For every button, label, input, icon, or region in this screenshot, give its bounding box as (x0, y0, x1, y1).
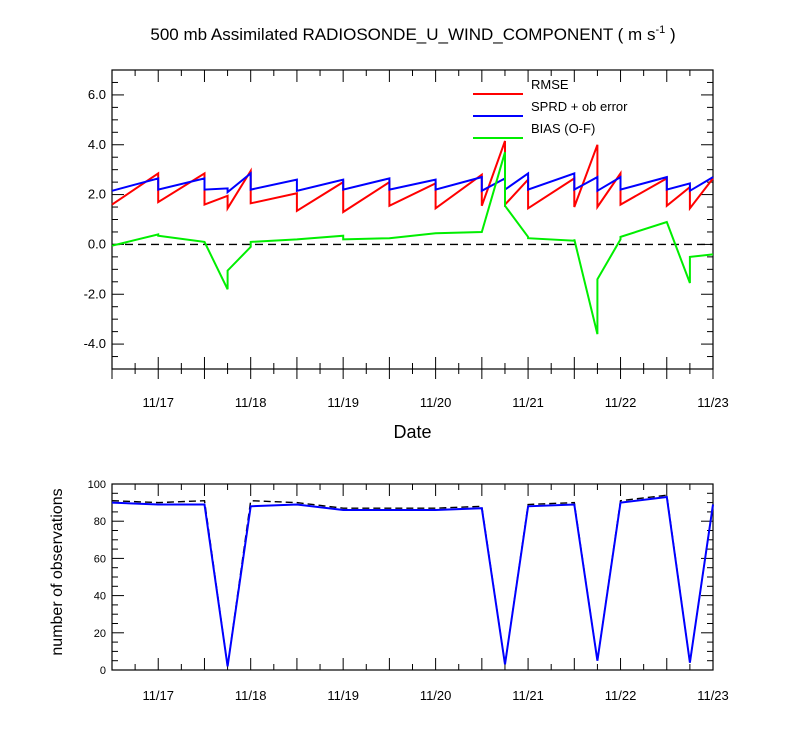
plot-frame (111, 483, 714, 671)
bottom-chart: 11/17 11/18 11/19 11/20 11/21 11/22 11/23 0 20 40… (49, 479, 729, 703)
series-line-possible-observations (111, 494, 714, 667)
x-tick-label: 11/21 (512, 395, 544, 410)
y-tick-label: 0.0 (88, 236, 106, 251)
y-tick-label: -2.0 (84, 286, 106, 301)
figure-title-superscript: -1 (655, 24, 665, 36)
y-tick-label: 2.0 (88, 187, 106, 202)
x-tick-label: 11/20 (420, 688, 452, 703)
x-axis-label: Date (393, 422, 431, 442)
series-line-bias-o-f- (111, 151, 714, 335)
x-tick-label: 11/17 (142, 395, 174, 410)
figure-title-text: 500 mb Assimilated RADIOSONDE_U_WIND_COM… (150, 25, 655, 44)
y-tick-label: 100 (88, 479, 106, 491)
x-tick-label: 11/23 (697, 395, 729, 410)
x-tick-label: 11/19 (327, 688, 359, 703)
series-line-sprd-ob-error (111, 171, 714, 195)
figure-title: 500 mb Assimilated RADIOSONDE_U_WIND_COM… (150, 24, 675, 44)
x-tick-label: 11/17 (142, 688, 174, 703)
top-chart: 11/17 11/18 11/19 11/20 11/21 11/22 11/23 -4.0 -… (84, 69, 729, 442)
x-tick-label: 11/18 (235, 395, 267, 410)
x-tick-label: 11/21 (512, 688, 544, 703)
legend-label: BIAS (O-F) (531, 121, 595, 136)
y-tick-label: 40 (94, 591, 106, 603)
y-axis-label: number of observations (49, 488, 66, 655)
y-tick-label: 80 (94, 516, 106, 528)
y-tick-label: 60 (94, 553, 106, 565)
x-tick-label: 11/20 (420, 395, 452, 410)
x-tick-label: 11/19 (327, 395, 359, 410)
figure-title-close: ) (665, 25, 675, 44)
series-line-rmse (111, 140, 714, 214)
x-tick-label: 11/18 (235, 688, 267, 703)
plot-frame (111, 69, 714, 370)
y-tick-label: 0 (100, 665, 106, 677)
legend-label: SPRD + ob error (531, 99, 628, 114)
x-tick-label: 11/22 (605, 395, 637, 410)
y-tick-label: 6.0 (88, 87, 106, 102)
legend: RMSE SPRD + ob error BIAS (O-F) (473, 77, 628, 139)
legend-label: RMSE (531, 77, 569, 92)
x-tick-label: 11/22 (605, 688, 637, 703)
y-tick-label: 20 (94, 628, 106, 640)
y-tick-label: -4.0 (84, 336, 106, 351)
x-tick-label: 11/23 (697, 688, 729, 703)
series-line-assimilated-observations (111, 495, 714, 667)
y-tick-label: 4.0 (88, 137, 106, 152)
